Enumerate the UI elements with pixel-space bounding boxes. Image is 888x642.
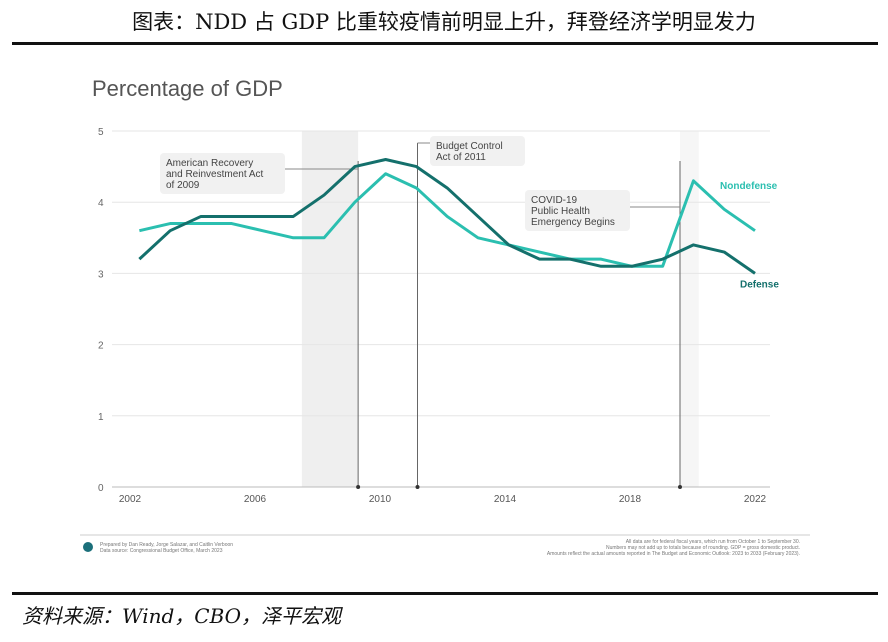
shaded-period — [680, 131, 699, 487]
y-tick-label: 4 — [98, 198, 104, 209]
footer-right-text: Amounts reflect the actual amounts repor… — [547, 551, 800, 557]
x-tick-label: 2022 — [744, 494, 767, 505]
footer-left-text: Data source: Congressional Budget Office… — [100, 548, 223, 554]
bottom-rule — [12, 592, 878, 595]
series-line-nondefense — [139, 172, 756, 268]
y-tick-label: 3 — [98, 269, 104, 280]
annotation-text: COVID-19 — [531, 195, 578, 206]
y-tick-label: 0 — [98, 483, 104, 494]
annotation-marker — [356, 485, 361, 489]
source-note: 资料来源：Wind，CBO，泽平宏观 — [22, 604, 342, 628]
annotation-marker — [678, 485, 682, 489]
footer-right-text: All data are for federal fiscal years, w… — [626, 539, 800, 545]
annotation-text: of 2009 — [166, 180, 200, 191]
legend-label: Nondefense — [720, 181, 778, 192]
annotation-box — [525, 190, 630, 231]
y-tick-label: 1 — [98, 412, 104, 423]
annotation-text: and Reinvestment Act — [166, 169, 263, 180]
shaded-period — [301, 131, 359, 487]
annotation-text: American Recovery — [166, 158, 253, 169]
footer-right-text: Numbers may not add up to totals because… — [606, 545, 800, 551]
series-line-defense — [138, 157, 756, 275]
annotation-text: Budget Control — [436, 141, 503, 152]
y-tick-label: 2 — [98, 341, 104, 352]
page-title: 图表：NDD 占 GDP 比重较疫情前明显上升，拜登经济学明显发力 — [132, 10, 756, 34]
x-tick-label: 2006 — [244, 494, 267, 505]
annotation-text: Public Health — [531, 206, 590, 217]
annotation-box — [160, 153, 285, 194]
x-tick-label: 2010 — [369, 494, 392, 505]
footer-left-text: Prepared by Dan Ready, Jorge Salazar, an… — [100, 542, 233, 548]
x-tick-label: 2018 — [619, 494, 642, 505]
annotation-text: Emergency Begins — [531, 217, 615, 228]
y-tick-label: 5 — [98, 127, 104, 138]
x-tick-label: 2002 — [119, 494, 142, 505]
x-tick-label: 2014 — [494, 494, 517, 505]
chart-subtitle: Percentage of GDP — [92, 76, 283, 101]
annotation-marker — [415, 485, 420, 489]
legend-label: Defense — [740, 279, 779, 290]
top-rule — [12, 42, 878, 45]
annotation-box — [430, 136, 525, 166]
annotation-text: Act of 2011 — [436, 152, 486, 163]
logo-icon — [83, 542, 93, 552]
